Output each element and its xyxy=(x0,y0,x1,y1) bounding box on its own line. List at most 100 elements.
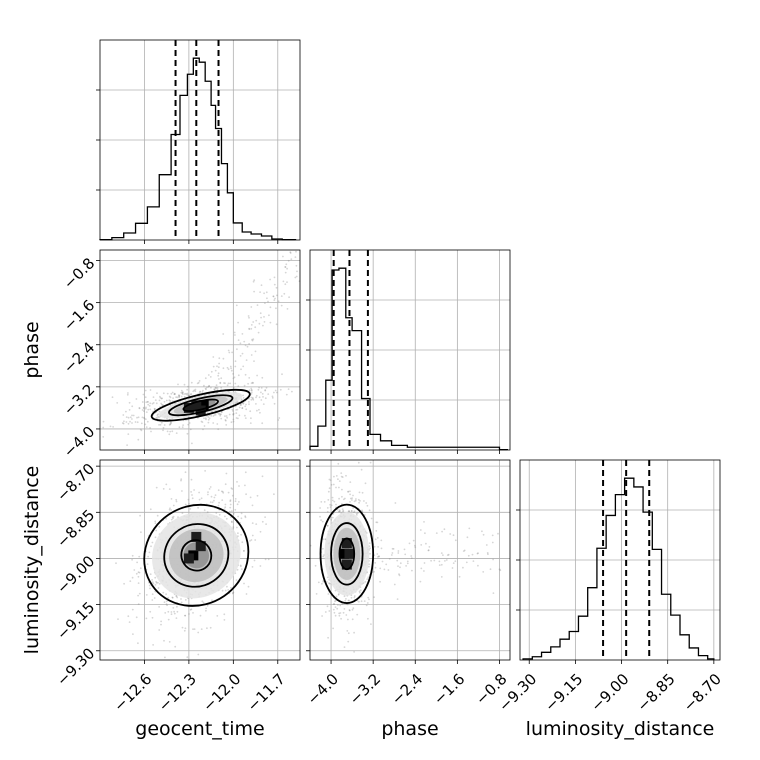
density-peak-geocent_time-vs-luminosity_distance-1 xyxy=(183,553,194,564)
scatter-point xyxy=(381,560,384,563)
scatter-point xyxy=(211,599,213,602)
scatter-point xyxy=(327,636,329,639)
scatter-point xyxy=(229,382,232,385)
scatter-point xyxy=(136,561,139,564)
scatter-point xyxy=(217,428,220,431)
scatter-point xyxy=(266,297,268,300)
scatter-point xyxy=(287,388,290,390)
scatter-point xyxy=(239,404,242,406)
scatter-point xyxy=(217,366,220,369)
scatter-point xyxy=(398,574,401,577)
scatter-point xyxy=(241,407,244,410)
scatter-point xyxy=(410,555,413,557)
scatter-point xyxy=(343,595,346,598)
scatter-point xyxy=(347,491,349,493)
scatter-point xyxy=(273,493,275,496)
scatter-point xyxy=(194,388,197,391)
scatter-point xyxy=(245,359,248,361)
scatter-point xyxy=(224,419,227,421)
scatter-point xyxy=(284,266,287,268)
scatter-point xyxy=(446,554,449,556)
scatter-point xyxy=(350,596,353,599)
scatter-point xyxy=(349,481,352,483)
scatter-point xyxy=(385,563,388,566)
scatter-point xyxy=(147,403,150,406)
scatter-point xyxy=(259,530,262,533)
scatter-point xyxy=(250,389,253,391)
scatter-point xyxy=(194,390,197,393)
scatter-point xyxy=(378,555,380,558)
scatter-point xyxy=(246,345,249,348)
scatter-point xyxy=(227,368,230,371)
scatter-point xyxy=(214,494,217,496)
scatter-point xyxy=(347,510,350,512)
scatter-point xyxy=(155,402,158,405)
scatter-point xyxy=(414,544,416,547)
scatter-point xyxy=(217,504,220,507)
scatter-point xyxy=(342,510,344,513)
scatter-point xyxy=(294,256,297,258)
scatter-point xyxy=(244,515,247,518)
scatter-point xyxy=(129,416,132,419)
scatter-point xyxy=(251,566,254,568)
scatter-point xyxy=(217,489,220,492)
scatter-point xyxy=(257,388,260,391)
scatter-point xyxy=(200,628,203,630)
scatter-point xyxy=(241,407,244,409)
scatter-point xyxy=(156,392,158,395)
scatter-point xyxy=(141,409,144,411)
scatter-point xyxy=(165,600,168,603)
scatter-point xyxy=(201,421,204,423)
scatter-point xyxy=(165,399,168,402)
scatter-point xyxy=(358,591,361,594)
scatter-point xyxy=(136,421,139,424)
scatter-point xyxy=(423,521,425,523)
scatter-point xyxy=(353,595,356,597)
scatter-point xyxy=(146,401,149,403)
scatter-point xyxy=(182,391,184,394)
scatter-point xyxy=(189,393,192,396)
scatter-point xyxy=(180,478,183,481)
scatter-point xyxy=(175,432,178,434)
scatter-point xyxy=(189,508,192,510)
scatter-point xyxy=(220,386,223,389)
scatter-point xyxy=(333,603,335,605)
scatter-point xyxy=(330,483,333,486)
scatter-point xyxy=(334,600,336,603)
scatter-point xyxy=(337,593,340,596)
scatter-point xyxy=(219,381,222,384)
scatter-point xyxy=(235,417,238,419)
scatter-point xyxy=(374,562,377,564)
scatter-point xyxy=(238,501,240,503)
scatter-point xyxy=(339,604,342,607)
scatter-point xyxy=(231,408,234,411)
scatter-point xyxy=(159,423,162,426)
scatter-point xyxy=(339,510,341,513)
scatter-point xyxy=(228,510,231,513)
scatter-point xyxy=(250,396,253,399)
scatter-point xyxy=(264,389,267,392)
scatter-point xyxy=(327,593,330,595)
scatter-point xyxy=(215,384,218,387)
scatter-point xyxy=(264,389,267,391)
scatter-point xyxy=(286,281,288,283)
scatter-point xyxy=(175,498,178,501)
scatter-point xyxy=(286,267,288,270)
scatter-point xyxy=(248,401,250,403)
scatter-point xyxy=(157,415,159,418)
scatter-point xyxy=(256,494,259,497)
scatter-point xyxy=(169,396,172,399)
scatter-point xyxy=(200,497,203,500)
scatter-point xyxy=(238,406,241,409)
scatter-point xyxy=(261,376,264,379)
scatter-point xyxy=(208,417,211,420)
scatter-point xyxy=(165,517,168,520)
scatter-point xyxy=(334,606,337,608)
scatter-point xyxy=(142,406,145,409)
xaxis-label-luminosity_distance: luminosity_distance xyxy=(526,718,715,740)
scatter-point xyxy=(207,421,210,424)
scatter-point xyxy=(168,424,171,426)
scatter-point xyxy=(289,251,292,254)
scatter-point xyxy=(272,295,275,298)
scatter-point xyxy=(341,495,343,498)
